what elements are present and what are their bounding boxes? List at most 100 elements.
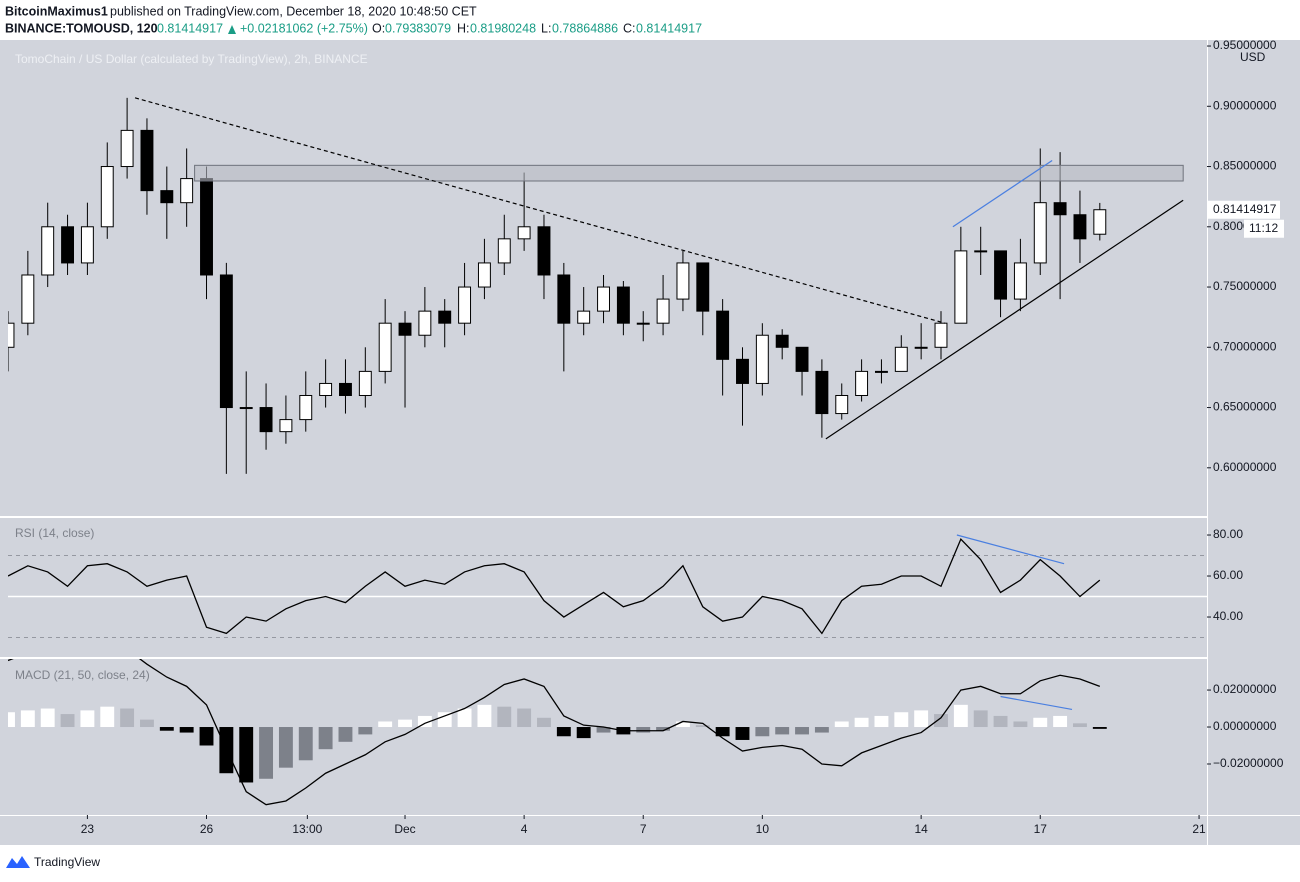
- last-price: 0.81414917: [157, 21, 223, 35]
- histogram-bar: [60, 714, 75, 728]
- candle-body: [517, 226, 531, 240]
- candle-body: [8, 322, 15, 348]
- ohlc-value: 0.81414917: [636, 21, 702, 35]
- change: +0.02181062 (+2.75%): [240, 21, 368, 35]
- histogram-bar: [1013, 721, 1028, 728]
- histogram-bar: [656, 727, 671, 731]
- y-tick-label: 0.70000000: [1213, 339, 1277, 353]
- candle-body: [894, 346, 908, 372]
- ohlc-label: L:: [541, 21, 551, 35]
- histogram-bar: [318, 727, 333, 750]
- histogram-bar: [1073, 723, 1087, 728]
- histogram-bar: [100, 706, 115, 728]
- rsi-line: [8, 537, 1101, 635]
- histogram-bar: [894, 712, 909, 728]
- brand: TradingView: [34, 855, 100, 869]
- histogram-bar: [914, 710, 929, 728]
- price-axis-border: [1207, 40, 1208, 845]
- histogram-bar: [715, 727, 730, 737]
- trend-line: [134, 97, 946, 324]
- candle-body: [358, 370, 372, 396]
- y-tick-label: 0.85000000: [1213, 159, 1277, 173]
- trend-line: [1000, 695, 1073, 711]
- histogram-bar: [497, 706, 512, 728]
- candle-body: [1073, 214, 1087, 240]
- histogram-bar: [199, 727, 214, 746]
- candle-body: [775, 334, 789, 348]
- panel-separator: [0, 657, 1207, 659]
- histogram-bar: [953, 704, 968, 728]
- rsi-title: RSI (14, close): [15, 526, 94, 540]
- histogram-bar: [259, 727, 274, 779]
- candle-body: [1053, 202, 1067, 216]
- histogram-bar: [675, 721, 690, 728]
- ohlc-label: C:: [623, 21, 636, 35]
- symbol: BINANCE:TOMOUSD, 120: [5, 21, 158, 35]
- y-tick-label: 0.90000000: [1213, 98, 1277, 112]
- histogram-bar: [437, 712, 452, 728]
- candle-body: [616, 286, 630, 324]
- histogram-bar: [140, 719, 154, 728]
- candle-body: [80, 226, 94, 264]
- histogram-bar: [477, 704, 492, 728]
- x-tick-label: 26: [200, 822, 214, 836]
- macd-line: [8, 659, 1101, 806]
- candle-body: [934, 322, 948, 348]
- x-tick-label: 7: [640, 822, 647, 836]
- trend-line: [825, 199, 1184, 440]
- candle-body: [557, 274, 571, 324]
- candle-body: [477, 262, 491, 288]
- x-tick-label: 14: [914, 822, 928, 836]
- x-tick-label: 4: [521, 822, 528, 836]
- histogram-bar: [398, 719, 412, 728]
- plot-area: [8, 534, 1207, 639]
- candle-body: [954, 250, 968, 324]
- candle-body: [219, 274, 233, 409]
- x-tick-label: 21: [1192, 822, 1206, 836]
- candle-body: [537, 226, 551, 276]
- y-tick-label: 0.00000000: [1213, 719, 1277, 733]
- y-tick-label: 40.00: [1213, 609, 1243, 623]
- candle-body: [1013, 262, 1027, 300]
- candle-body: [497, 238, 511, 264]
- histogram-bar: [973, 710, 988, 728]
- histogram-bar: [755, 727, 770, 737]
- histogram-bar: [874, 715, 889, 728]
- candle-body: [378, 322, 392, 372]
- resistance-zone: [194, 164, 1184, 182]
- y-tick-label: 0.95000000: [1213, 38, 1277, 52]
- candle-body: [855, 370, 869, 396]
- histogram-bar: [159, 727, 174, 731]
- published: published on TradingView.com, December 1…: [110, 4, 477, 18]
- histogram-bar: [120, 708, 135, 728]
- histogram-bar: [278, 727, 293, 768]
- histogram-bar: [993, 715, 1008, 728]
- ohlc-value: 0.81980248: [470, 21, 536, 35]
- histogram-bar: [795, 727, 809, 735]
- histogram-bar: [8, 712, 15, 728]
- countdown-box: [1244, 219, 1284, 238]
- candle-body: [974, 250, 988, 253]
- candle-body: [120, 129, 134, 168]
- y-tick-label: 60.00: [1213, 568, 1243, 582]
- histogram-bar: [179, 727, 194, 733]
- plot-area: [8, 659, 1107, 806]
- histogram-bar: [338, 727, 353, 742]
- candle-body: [398, 322, 412, 336]
- candle-body: [200, 178, 213, 276]
- candle-body: [100, 166, 114, 228]
- x-tick-label: 23: [81, 822, 95, 836]
- histogram-bar: [636, 727, 651, 733]
- countdown: 11:12: [1249, 221, 1278, 235]
- candle-body: [835, 394, 849, 415]
- candle-body: [755, 334, 769, 384]
- author: BitcoinMaximus1: [5, 4, 108, 18]
- candle-body: [1093, 209, 1107, 235]
- price-unit: USD: [1240, 50, 1266, 64]
- histogram-bar: [576, 727, 591, 739]
- histogram-bar: [556, 727, 571, 737]
- candle-body: [319, 382, 333, 396]
- candle-body: [577, 310, 591, 324]
- candle-body: [299, 394, 313, 421]
